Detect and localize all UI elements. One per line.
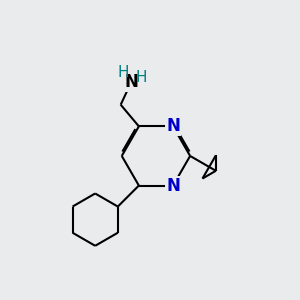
Text: H: H (117, 65, 129, 80)
Text: N: N (124, 73, 138, 91)
Text: N: N (166, 117, 180, 135)
Text: H: H (135, 70, 147, 85)
Text: N: N (166, 177, 180, 195)
